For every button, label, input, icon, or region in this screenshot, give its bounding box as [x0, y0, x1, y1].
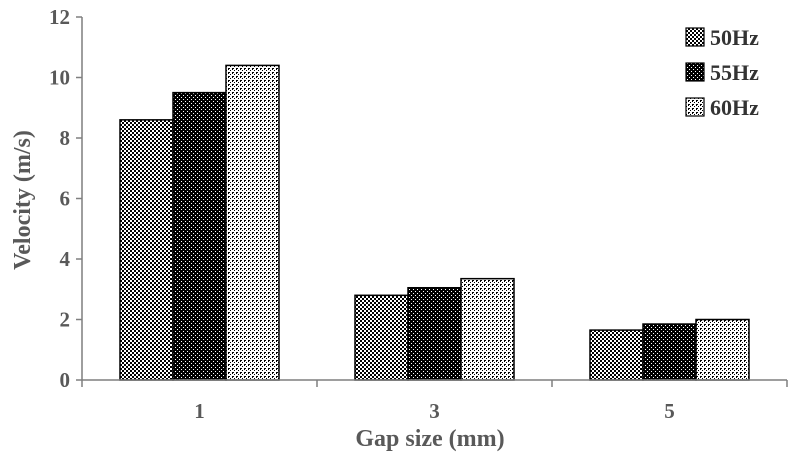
bar-50Hz-1 — [119, 119, 174, 381]
bars-layer — [119, 64, 750, 381]
y-tick-label: 10 — [49, 66, 70, 90]
legend-swatch-55Hz — [685, 62, 705, 82]
bar-55Hz-5 — [642, 323, 697, 381]
bar-60Hz-3 — [460, 277, 515, 381]
y-tick-label: 8 — [60, 126, 71, 150]
legend-label-60Hz: 60Hz — [710, 95, 759, 120]
y-tick-label: 12 — [49, 5, 70, 29]
y-tick-label: 6 — [60, 187, 71, 211]
x-tick-label: 1 — [194, 399, 205, 423]
y-tick-label: 2 — [60, 308, 71, 332]
bar-55Hz-1 — [172, 91, 227, 381]
legend: 50Hz 55Hz 60Hz — [685, 25, 759, 120]
bar-50Hz-5 — [589, 329, 644, 381]
legend-swatch-60Hz — [685, 97, 705, 117]
legend-label-50Hz: 50Hz — [710, 25, 759, 50]
x-tick-label: 5 — [664, 399, 675, 423]
legend-label-55Hz: 55Hz — [710, 60, 759, 85]
legend-swatch-50Hz — [685, 27, 705, 47]
bar-60Hz-1 — [225, 64, 280, 381]
bar-50Hz-3 — [354, 294, 409, 381]
ticks-layer: 0 2 4 6 8 10 12 1 3 5 — [49, 5, 788, 423]
y-tick-label: 0 — [60, 368, 71, 392]
x-axis-title: Gap size (mm) — [355, 426, 504, 452]
x-tick-label: 3 — [429, 399, 440, 423]
y-axis-title: Velocity (m/s) — [10, 130, 36, 270]
bar-55Hz-3 — [407, 286, 462, 381]
y-tick-label: 4 — [60, 247, 71, 271]
bar-60Hz-5 — [695, 318, 750, 381]
